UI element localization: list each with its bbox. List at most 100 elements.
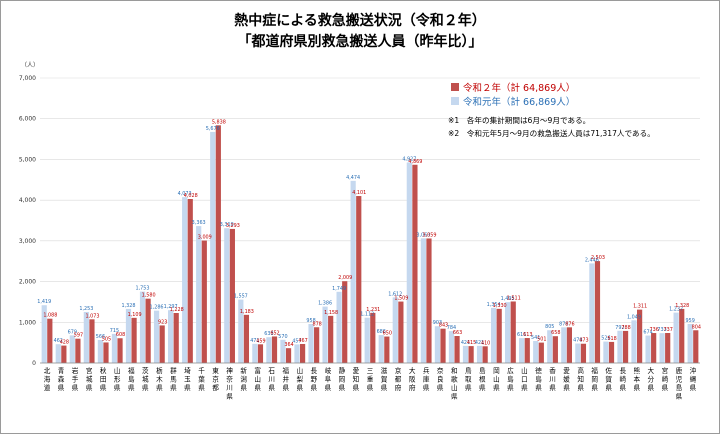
category-label: 高知県 xyxy=(577,366,584,392)
category-label: 愛媛県 xyxy=(563,366,570,392)
x-axis-categories: 北海道青森県岩手県宮城県秋田県山形県福島県茨城県栃木県群馬県埼玉県千葉県東京都神… xyxy=(44,366,697,401)
bar-old xyxy=(196,226,202,363)
category-label: 栃木県 xyxy=(156,366,163,392)
bar-old xyxy=(603,341,609,363)
chart-title: 熱中症による救急搬送状況（令和２年） xyxy=(234,12,486,29)
bar-new xyxy=(370,312,376,363)
footnote-2: ※2 令和元年5月～9月の救急搬送人員は71,317人である。 xyxy=(448,128,655,138)
category-label: 神奈川県 xyxy=(226,366,233,401)
category-label: 埼玉県 xyxy=(184,366,191,392)
bar-new xyxy=(47,318,53,363)
value-label-new: 613 xyxy=(523,332,532,338)
value-label-old: 5,676 xyxy=(206,126,220,132)
bar-new xyxy=(229,228,235,363)
category-label: 沖縄県 xyxy=(690,366,697,392)
bar-new xyxy=(679,308,685,363)
value-label-new: 473 xyxy=(579,338,588,344)
value-label-old: 784 xyxy=(447,325,456,331)
y-tick-label: 0 xyxy=(32,360,36,367)
category-label: 長野県 xyxy=(311,367,318,392)
bar-new xyxy=(468,346,474,363)
value-label-new: 736 xyxy=(649,327,658,333)
value-label-old: 1,112 xyxy=(360,312,374,318)
value-label-new: 1,073 xyxy=(85,313,99,319)
category-label: 三重県 xyxy=(367,367,374,392)
bar-old xyxy=(210,131,216,363)
bar-old xyxy=(139,291,146,363)
value-label-new: 3,009 xyxy=(198,234,212,240)
category-label: 滋賀県 xyxy=(381,366,388,392)
bar-old xyxy=(322,306,328,363)
bar-old xyxy=(168,310,174,363)
bar-new xyxy=(552,336,558,363)
value-label-new: 459 xyxy=(256,338,265,344)
y-tick-label: 6,000 xyxy=(19,116,36,123)
bar-old xyxy=(589,263,595,363)
value-label-old: 1,237 xyxy=(669,307,683,313)
value-label-new: 1,109 xyxy=(128,312,142,318)
bar-new xyxy=(285,348,292,363)
value-label-new: 428 xyxy=(60,340,69,346)
value-label-new: 843 xyxy=(439,323,448,329)
value-label-old: 733 xyxy=(657,327,666,333)
bar-new xyxy=(524,338,530,363)
category-label: 大阪府 xyxy=(409,366,416,392)
value-label-old: 4,073 xyxy=(178,191,192,197)
value-label-new: 923 xyxy=(158,319,167,325)
bar-new xyxy=(314,327,320,363)
category-label: 福島県 xyxy=(128,366,135,392)
bar-old xyxy=(519,338,525,363)
bar-new xyxy=(693,330,699,363)
value-label-old: 903 xyxy=(433,320,442,326)
value-label-new: 518 xyxy=(607,336,616,342)
value-label-old: 566 xyxy=(96,334,105,340)
value-label-new: 1,511 xyxy=(507,295,521,301)
value-label-new: 3,293 xyxy=(226,223,240,229)
category-label: 静岡県 xyxy=(339,366,346,392)
bar-old xyxy=(547,330,553,363)
value-label-new: 650 xyxy=(383,331,392,337)
y-axis-unit: （人） xyxy=(21,62,39,69)
bar-new xyxy=(89,319,95,363)
value-label-old: 1,297 xyxy=(164,304,178,310)
value-label-old: 462 xyxy=(54,338,63,344)
category-label: 富山県 xyxy=(254,366,261,392)
bar-new xyxy=(328,315,334,363)
value-label-new: 467 xyxy=(298,338,307,344)
bar-new xyxy=(117,338,123,363)
category-label: 茨城県 xyxy=(142,366,149,392)
bar-new xyxy=(622,330,629,363)
value-label-old: 805 xyxy=(545,324,554,330)
bar-new xyxy=(608,341,615,363)
bar-old xyxy=(673,312,679,363)
category-label: 広島県 xyxy=(507,366,514,392)
category-label: 千葉県 xyxy=(198,366,205,392)
value-label-new: 505 xyxy=(102,336,111,342)
chart-subtitle: 「都道府県別救急搬送人員（昨年比）」 xyxy=(238,33,483,50)
category-label: 岡山県 xyxy=(493,367,500,392)
legend-swatch-old xyxy=(451,97,459,105)
bar-old xyxy=(69,335,75,363)
bar-old xyxy=(238,299,244,363)
bar-old xyxy=(111,333,118,363)
bar-old xyxy=(561,327,567,363)
category-label: 山口県 xyxy=(521,366,528,392)
bar-new xyxy=(201,240,207,363)
value-label-new: 4,101 xyxy=(352,190,366,196)
bar-old xyxy=(631,320,637,363)
bar-old xyxy=(182,197,188,363)
legend-label-new: 令和２年（計 64,869人） xyxy=(463,82,575,94)
value-label-new: 1,183 xyxy=(240,309,254,315)
category-label: 和歌山県 xyxy=(451,366,458,401)
bar-new xyxy=(173,313,179,363)
category-label: 福岡県 xyxy=(591,366,598,392)
bar-new xyxy=(342,281,348,363)
bar-old xyxy=(125,308,132,363)
value-label-new: 1,328 xyxy=(675,303,689,309)
value-label-new: 5,838 xyxy=(212,119,226,125)
category-label: 宮崎県 xyxy=(662,366,669,392)
bar-new xyxy=(665,332,671,363)
value-label-old: 876 xyxy=(559,321,568,327)
value-label-new: 788 xyxy=(621,325,630,331)
category-label: 北海道 xyxy=(44,367,51,392)
